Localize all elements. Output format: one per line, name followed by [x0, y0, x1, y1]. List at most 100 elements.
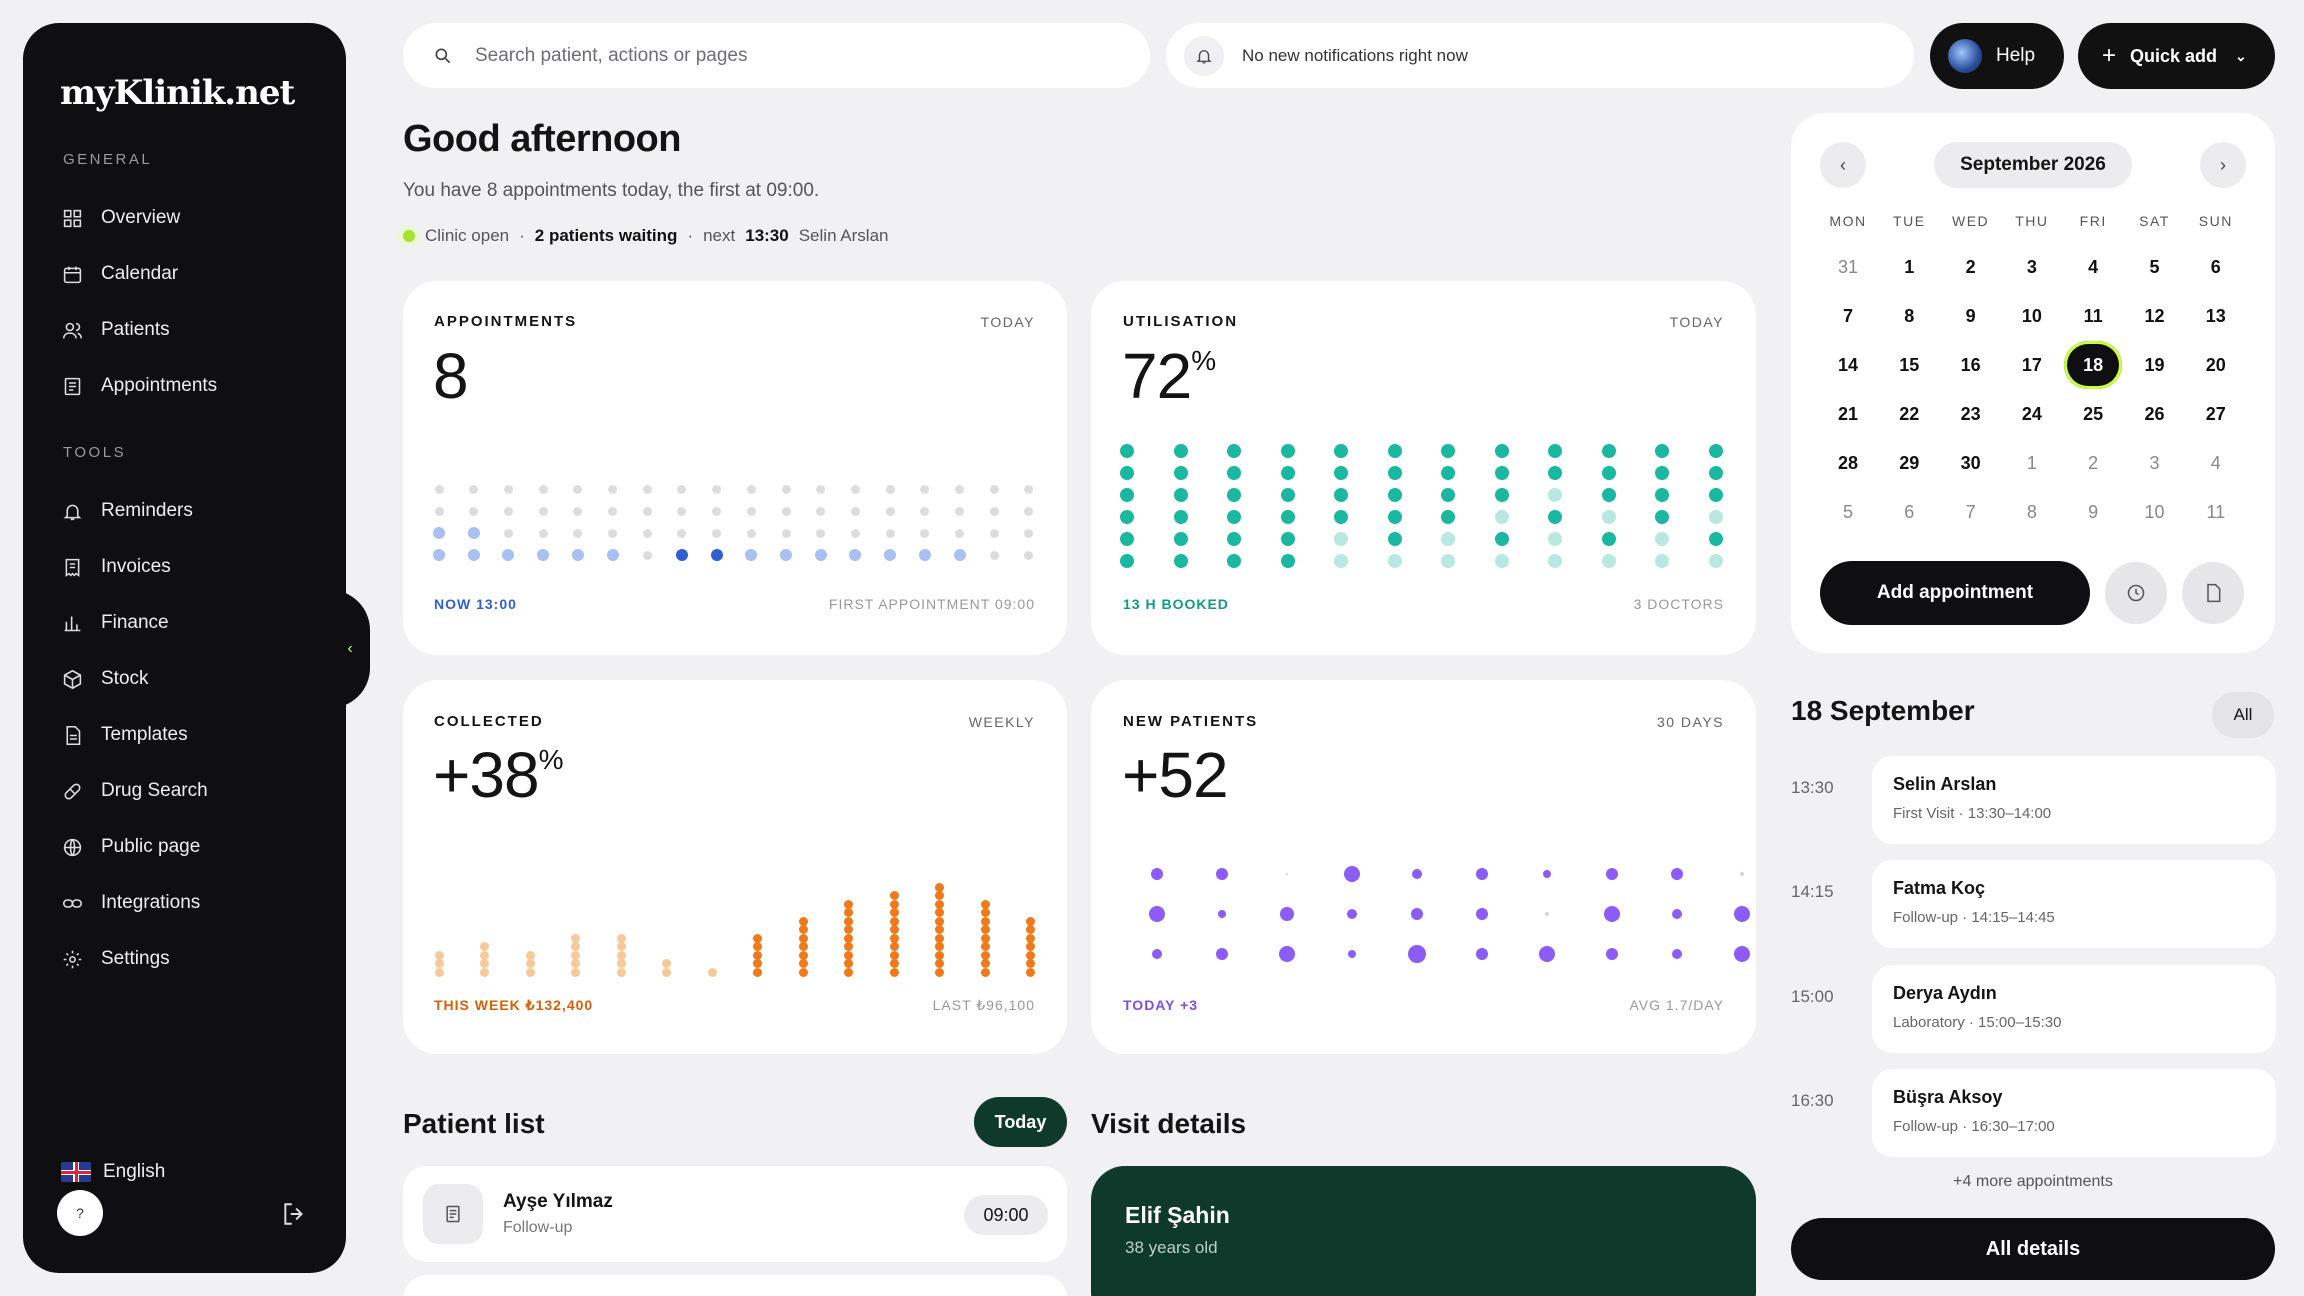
calendar-day[interactable]: 7 [1842, 305, 1853, 326]
calendar-day[interactable]: 8 [2026, 501, 2037, 522]
calendar-day[interactable]: 1 [2026, 452, 2037, 473]
calendar-day[interactable]: 13 [2205, 305, 2226, 326]
sidebar-item-appointments[interactable]: Appointments [61, 369, 301, 403]
sidebar-item-public-page[interactable]: Public page [61, 830, 301, 864]
chart-dot [1601, 444, 1616, 458]
calendar-day[interactable]: 6 [1904, 501, 1915, 522]
calendar-day[interactable]: 2 [2088, 452, 2099, 473]
calendar-day[interactable]: 1 [1904, 256, 1915, 277]
calendar-day[interactable]: 16 [1960, 354, 1981, 375]
sidebar-item-integrations[interactable]: Integrations [61, 886, 301, 920]
logout-icon[interactable] [281, 1201, 307, 1227]
document-button[interactable] [2182, 562, 2244, 624]
today-filter-button[interactable]: Today [974, 1097, 1067, 1147]
calendar-day[interactable]: 27 [2205, 403, 2226, 424]
calendar-day[interactable]: 4 [2210, 452, 2221, 473]
calendar-day[interactable]: 31 [1837, 256, 1859, 277]
calendar-day[interactable]: 20 [2205, 354, 2226, 375]
appointment-item[interactable]: Fatma Koç Follow-up · 14:15–14:45 [1872, 860, 2276, 948]
sidebar-item-overview[interactable]: Overview [61, 201, 301, 235]
logo[interactable]: myKlinik.net [60, 73, 295, 113]
calendar-day[interactable]: 11 [2206, 501, 2226, 522]
calendar-day[interactable]: 3 [2149, 452, 2160, 473]
patient-row[interactable] [403, 1275, 1067, 1296]
sidebar-item-calendar[interactable]: Calendar [61, 257, 301, 291]
calendar-day[interactable]: 23 [1960, 403, 1981, 424]
sidebar-item-stock[interactable]: Stock [61, 662, 301, 696]
calendar-day[interactable]: 2 [1965, 256, 1976, 277]
calendar-day[interactable]: 22 [1899, 403, 1920, 424]
visit-details-card[interactable]: Elif Şahin 38 years old [1091, 1166, 1756, 1296]
appointment-item[interactable]: Selin Arslan First Visit · 13:30–14:00 [1872, 756, 2276, 844]
clock-button[interactable] [2105, 562, 2167, 624]
next-month-button[interactable]: › [2200, 142, 2246, 188]
month-label[interactable]: September 2026 [1934, 142, 2132, 188]
all-filter-button[interactable]: All [2212, 692, 2274, 738]
calendar-day[interactable]: 29 [1899, 452, 1920, 473]
chart-dot [1120, 466, 1134, 480]
language-switch[interactable]: English [61, 1161, 165, 1183]
quick-add-button[interactable]: + Quick add ⌄ [2078, 23, 2275, 89]
calendar-day[interactable]: 19 [2144, 354, 2165, 375]
sidebar-item-reminders[interactable]: Reminders [61, 494, 301, 528]
calendar-day[interactable]: 28 [1837, 452, 1859, 473]
chart-dot [889, 959, 899, 968]
help-button[interactable]: Help [1930, 23, 2064, 89]
appointment-item[interactable]: Derya Aydın Laboratory · 15:00–15:30 [1872, 965, 2276, 1053]
collected-card[interactable]: COLLECTED WEEKLY +38% THIS WEEK ₺132,400… [403, 680, 1067, 1054]
calendar-day[interactable]: 3 [2026, 256, 2037, 277]
calendar-day[interactable]: 9 [2088, 501, 2099, 522]
calendar-day[interactable]: 11 [2083, 305, 2103, 326]
calendar-day[interactable]: 17 [2021, 354, 2042, 375]
calendar-day[interactable]: 5 [2149, 256, 2160, 277]
chart-dot [573, 506, 583, 516]
chart-dot [1476, 948, 1488, 960]
chart-dot [1280, 466, 1295, 480]
chart-dot [1412, 869, 1422, 879]
sidebar-item-drug-search[interactable]: Drug Search [61, 774, 301, 808]
search-bar[interactable]: Search patient, actions or pages [403, 23, 1150, 88]
help-circle-button[interactable]: ? [57, 1190, 103, 1236]
notification-bar[interactable]: No new notifications right now [1166, 23, 1914, 88]
all-details-button[interactable]: All details [1791, 1218, 2275, 1280]
sidebar-collapse-button[interactable]: ‹ [330, 590, 370, 708]
prev-month-button[interactable]: ‹ [1820, 142, 1866, 188]
calendar-day[interactable]: 15 [1899, 354, 1920, 375]
calendar-day[interactable]: 10 [2021, 305, 2042, 326]
calendar-day[interactable]: 4 [2088, 256, 2099, 277]
calendar-day[interactable]: 18 [2063, 341, 2123, 389]
calendar-day[interactable]: 30 [1960, 452, 1981, 473]
more-appointments-link[interactable]: +4 more appointments [1953, 1173, 2113, 1190]
appointment-item[interactable]: Büşra Aksoy Follow-up · 16:30–17:00 [1872, 1069, 2276, 1157]
calendar-day[interactable]: 7 [1965, 501, 1976, 522]
chart-dot [1227, 510, 1241, 524]
calendar-day[interactable]: 5 [1842, 501, 1853, 522]
chart-dot [434, 959, 444, 968]
new-patients-card[interactable]: NEW PATIENTS 30 DAYS +52 TODAY +3 AVG 1.… [1091, 680, 1756, 1054]
utilisation-card[interactable]: UTILISATION TODAY 72% 13 H BOOKED 3 DOCT… [1091, 281, 1756, 655]
calendar-day[interactable]: 12 [2144, 305, 2165, 326]
add-appointment-button[interactable]: Add appointment [1820, 561, 2090, 625]
calendar-day[interactable]: 10 [2144, 501, 2165, 522]
appointments-card[interactable]: APPOINTMENTS TODAY 8 NOW 13:00 FIRST APP… [403, 281, 1067, 655]
sidebar-item-templates[interactable]: Templates [61, 718, 301, 752]
chart-dot [980, 967, 990, 977]
chart-dot [642, 506, 652, 516]
calendar-day[interactable]: 9 [1965, 305, 1976, 326]
calendar-day[interactable]: 26 [2144, 403, 2165, 424]
sidebar-item-patients[interactable]: Patients [61, 313, 301, 347]
calendar-day[interactable]: 25 [2083, 403, 2104, 424]
calendar-day[interactable]: 24 [2021, 403, 2042, 424]
calendar-day[interactable]: 8 [1904, 305, 1915, 326]
calendar-day[interactable]: 14 [1837, 354, 1859, 375]
sidebar-item-invoices[interactable]: Invoices [61, 550, 301, 584]
sidebar-item-finance[interactable]: Finance [61, 606, 301, 640]
sidebar-item-settings[interactable]: Settings [61, 942, 301, 976]
chart-dot [1387, 466, 1402, 480]
patient-row[interactable]: Ayşe Yılmaz Follow-up 09:00 [403, 1166, 1067, 1262]
calendar-day[interactable]: 6 [2210, 256, 2221, 277]
search-input[interactable]: Search patient, actions or pages [475, 44, 748, 66]
chart-dot [1494, 510, 1509, 524]
calendar-day[interactable]: 21 [1837, 403, 1859, 424]
chart-dot [480, 959, 489, 968]
